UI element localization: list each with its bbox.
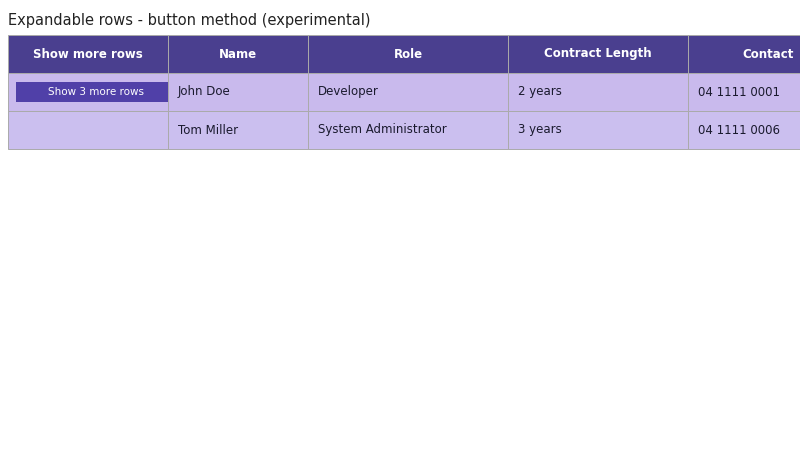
Text: Tom Miller: Tom Miller <box>178 123 238 136</box>
Text: Expandable rows - button method (experimental): Expandable rows - button method (experim… <box>8 13 370 27</box>
Bar <box>508 111 688 149</box>
Text: Role: Role <box>394 48 422 60</box>
Bar <box>168 73 308 111</box>
Bar <box>8 73 168 111</box>
Bar <box>16 82 175 102</box>
Bar <box>688 73 800 111</box>
Text: Show more rows: Show more rows <box>33 48 143 60</box>
Bar <box>688 111 800 149</box>
Bar <box>688 35 800 73</box>
Bar <box>308 111 508 149</box>
Text: Show 3 more rows: Show 3 more rows <box>47 87 143 97</box>
Bar <box>508 35 688 73</box>
Text: 04 1111 0006: 04 1111 0006 <box>698 123 780 136</box>
Text: 2 years: 2 years <box>518 86 562 99</box>
Bar <box>8 35 168 73</box>
Text: System Administrator: System Administrator <box>318 123 446 136</box>
Text: John Doe: John Doe <box>178 86 230 99</box>
Text: Name: Name <box>219 48 257 60</box>
Bar <box>168 111 308 149</box>
Text: 04 1111 0001: 04 1111 0001 <box>698 86 780 99</box>
Bar <box>508 73 688 111</box>
Bar <box>8 111 168 149</box>
Text: Contact: Contact <box>742 48 794 60</box>
Text: Developer: Developer <box>318 86 379 99</box>
Bar <box>308 35 508 73</box>
Bar <box>168 35 308 73</box>
Bar <box>308 73 508 111</box>
Text: 3 years: 3 years <box>518 123 562 136</box>
Text: Contract Length: Contract Length <box>544 48 652 60</box>
